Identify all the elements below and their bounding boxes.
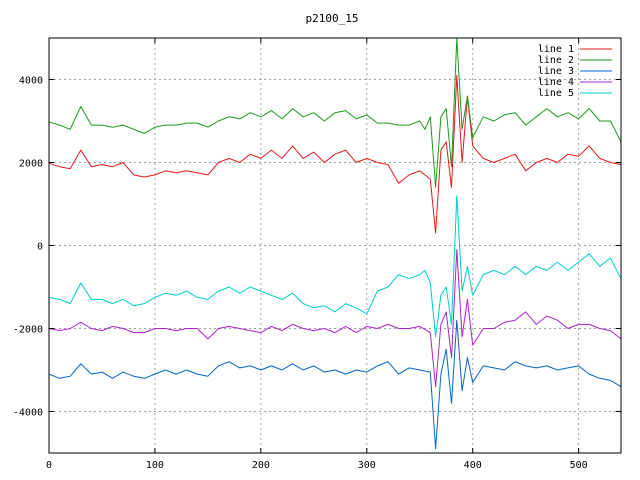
series-line-2: [48, 37, 622, 188]
y-tick-label: -4000: [13, 408, 43, 419]
series-group: [48, 37, 622, 450]
legend-label: line 1: [538, 44, 574, 55]
x-tick-label: 100: [146, 460, 164, 471]
chart-title: p2100_15: [306, 12, 359, 25]
legend-label: line 5: [538, 88, 574, 99]
series-line-1: [48, 74, 622, 234]
y-tick-label: 2000: [19, 159, 43, 170]
legend-label: line 3: [538, 66, 574, 77]
series-line-5: [48, 195, 622, 338]
ticks: 0 100 200 300 400 500 -4000 -2000 0 2000 4000: [13, 38, 621, 471]
y-tick-label: -2000: [13, 325, 43, 336]
x-tick-label: 0: [46, 460, 52, 471]
y-tick-label: 0: [37, 242, 43, 253]
x-tick-label: 500: [570, 460, 588, 471]
legend-label: line 2: [538, 55, 574, 66]
legend-label: line 4: [538, 77, 574, 88]
x-tick-label: 400: [464, 460, 482, 471]
y-tick-label: 4000: [19, 76, 43, 87]
x-tick-label: 300: [358, 460, 376, 471]
x-tick-label: 200: [252, 460, 270, 471]
series-line-3: [48, 319, 622, 450]
grid: [49, 38, 621, 453]
series-line-4: [48, 249, 622, 388]
